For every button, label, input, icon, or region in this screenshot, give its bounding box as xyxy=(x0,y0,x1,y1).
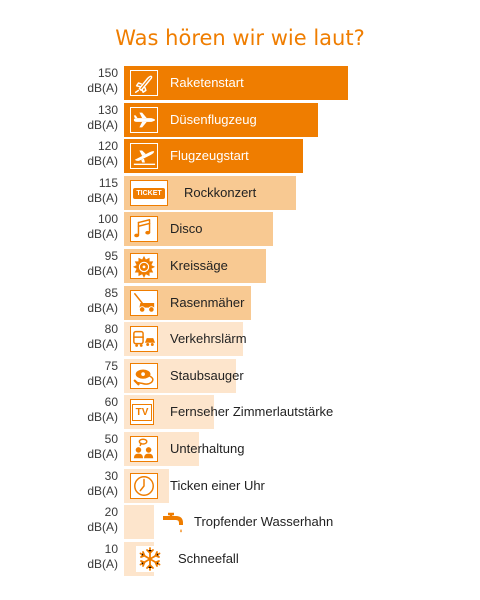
traffic-icon xyxy=(130,326,158,352)
value-label: 50 dB(A) xyxy=(54,432,118,462)
value-number: 10 xyxy=(104,542,118,556)
chart-row: 150 dB(A) Raketenstart xyxy=(0,66,480,100)
category-label: Ticken einer Uhr xyxy=(170,478,265,493)
saw-blade-icon xyxy=(130,253,158,279)
category-label: Verkehrslärm xyxy=(170,331,247,346)
value-label: 10 dB(A) xyxy=(54,542,118,572)
value-unit: dB(A) xyxy=(87,447,118,461)
bar xyxy=(124,505,154,539)
value-number: 20 xyxy=(104,505,118,519)
category-label: Kreissäge xyxy=(170,258,228,273)
bar xyxy=(124,103,318,137)
value-unit: dB(A) xyxy=(87,264,118,278)
value-label: 115 dB(A) xyxy=(54,176,118,206)
category-label: Schneefall xyxy=(178,551,239,566)
category-label: Disco xyxy=(170,221,203,236)
chart-title: Was hören wir wie laut? xyxy=(115,26,365,50)
value-unit: dB(A) xyxy=(87,410,118,424)
value-number: 60 xyxy=(104,395,118,409)
chart-row: 85 dB(A) Rasenmäher xyxy=(0,286,480,320)
chart-row: 120 dB(A) Flugzeugstart xyxy=(0,139,480,173)
category-label: Staubsauger xyxy=(170,368,244,383)
value-number: 75 xyxy=(104,359,118,373)
value-unit: dB(A) xyxy=(87,374,118,388)
category-label: Raketenstart xyxy=(170,75,244,90)
value-number: 100 xyxy=(97,212,118,226)
tv-icon: TV xyxy=(130,399,154,425)
chart-row: 20 dB(A) Tropfender Wasserhahn xyxy=(0,505,480,539)
rocket-icon xyxy=(130,70,158,96)
value-number: 95 xyxy=(104,249,118,263)
snowflake-icon xyxy=(136,546,164,572)
chart-row: 115 dB(A) TICKET Rockkonzert xyxy=(0,176,480,210)
value-unit: dB(A) xyxy=(87,227,118,241)
vacuum-cleaner-icon xyxy=(130,363,158,389)
value-label: 120 dB(A) xyxy=(54,139,118,169)
value-label: 20 dB(A) xyxy=(54,505,118,535)
value-number: 120 xyxy=(97,139,118,153)
value-label: 80 dB(A) xyxy=(54,322,118,352)
chart-row: 50 dB(A) Unterhaltung xyxy=(0,432,480,466)
faucet-icon xyxy=(160,509,188,535)
category-label: Flugzeugstart xyxy=(170,148,249,163)
value-number: 85 xyxy=(104,286,118,300)
value-unit: dB(A) xyxy=(87,191,118,205)
value-label: 130 dB(A) xyxy=(54,103,118,133)
music-notes-icon xyxy=(130,216,158,242)
chart-row: 10 dB(A) Schneefall xyxy=(0,542,480,576)
value-unit: dB(A) xyxy=(87,557,118,571)
plane-takeoff-icon xyxy=(130,143,158,169)
value-number: 80 xyxy=(104,322,118,336)
ticket-icon: TICKET xyxy=(130,180,168,206)
value-unit: dB(A) xyxy=(87,484,118,498)
value-label: 85 dB(A) xyxy=(54,286,118,316)
clock-icon xyxy=(130,473,158,499)
value-unit: dB(A) xyxy=(87,337,118,351)
value-number: 115 xyxy=(98,176,118,190)
value-unit: dB(A) xyxy=(87,154,118,168)
jet-plane-icon xyxy=(130,107,158,133)
value-label: 30 dB(A) xyxy=(54,469,118,499)
bar xyxy=(124,139,303,173)
category-label: Rockkonzert xyxy=(184,185,257,200)
lawn-mower-icon xyxy=(130,290,158,316)
chart-row: 100 dB(A) Disco xyxy=(0,212,480,246)
value-label: 150 dB(A) xyxy=(54,66,118,96)
value-label: 100 dB(A) xyxy=(54,212,118,242)
bar xyxy=(124,66,348,100)
category-label: Unterhaltung xyxy=(170,441,245,456)
value-label: 75 dB(A) xyxy=(54,359,118,389)
conversation-icon xyxy=(130,436,158,462)
value-unit: dB(A) xyxy=(87,520,118,534)
category-label: Fernseher Zimmerlautstärke xyxy=(170,404,334,419)
value-unit: dB(A) xyxy=(87,81,118,95)
icon-text: TV xyxy=(131,403,153,421)
chart-row: 80 dB(A) Verkehrslärm xyxy=(0,322,480,356)
icon-text: TICKET xyxy=(133,187,165,199)
value-number: 30 xyxy=(104,469,118,483)
value-number: 150 xyxy=(97,66,118,80)
category-label: Düsenflugzeug xyxy=(170,112,257,127)
chart-row: 30 dB(A) Ticken einer Uhr xyxy=(0,469,480,503)
category-label: Tropfender Wasserhahn xyxy=(194,514,334,529)
chart-row: 60 dB(A) TV Fernseher Zimmerlautstärke xyxy=(0,395,480,429)
value-label: 60 dB(A) xyxy=(54,395,118,425)
chart-row: 95 dB(A) Kreissäge xyxy=(0,249,480,283)
category-label: Rasenmäher xyxy=(170,295,245,310)
value-number: 130 xyxy=(97,103,118,117)
value-label: 95 dB(A) xyxy=(54,249,118,279)
value-unit: dB(A) xyxy=(87,118,118,132)
chart-row: 130 dB(A) Düsenflugzeug xyxy=(0,103,480,137)
value-number: 50 xyxy=(104,432,118,446)
chart-row: 75 dB(A) Staubsauger xyxy=(0,359,480,393)
value-unit: dB(A) xyxy=(87,301,118,315)
